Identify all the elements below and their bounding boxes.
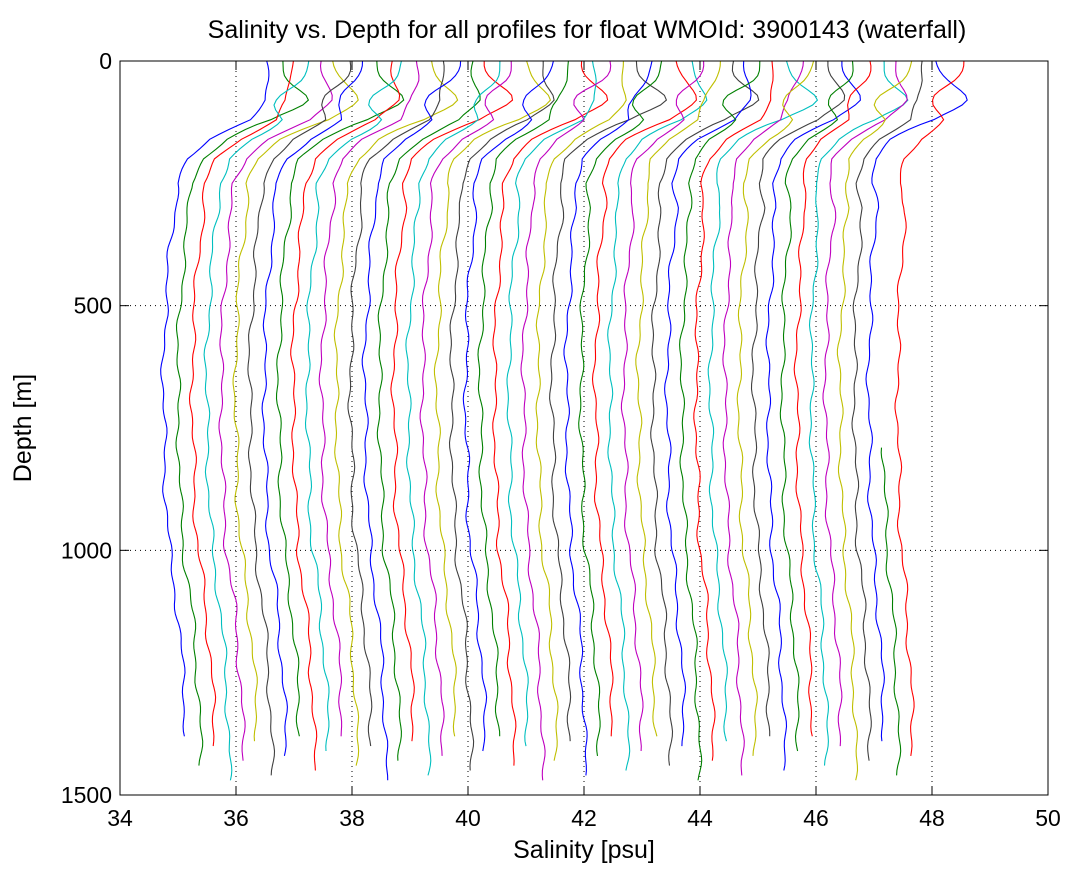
profile-line <box>750 61 846 737</box>
profile-line <box>275 60 405 737</box>
profile-line <box>290 60 401 771</box>
profile-line <box>880 447 902 776</box>
profile-line <box>607 60 708 771</box>
chart-title: Salinity vs. Depth for all profiles for … <box>208 16 967 44</box>
profile-line <box>433 60 552 737</box>
profile-line <box>232 60 359 742</box>
profile-line <box>333 60 459 766</box>
profile-line <box>736 60 815 756</box>
profile-line <box>347 60 445 747</box>
x-axis-label: Salinity [psu] <box>513 836 655 864</box>
profile-line <box>390 61 514 742</box>
profile-line <box>419 60 512 756</box>
profile-line <box>376 60 481 761</box>
x-tick-label: 42 <box>571 805 597 831</box>
profile-line <box>620 60 705 752</box>
axis-ticks <box>119 60 1049 796</box>
profile-line <box>261 60 364 757</box>
profile-line <box>160 60 270 737</box>
profile-line <box>578 60 663 756</box>
profile-line <box>894 60 965 756</box>
profile-line <box>793 60 872 737</box>
profile-line <box>765 61 861 771</box>
profile-line <box>405 60 501 776</box>
profile-line <box>506 60 597 747</box>
profile-line <box>851 60 923 761</box>
profile-line <box>722 60 804 776</box>
profile-line <box>304 60 402 752</box>
profile-line <box>779 60 854 752</box>
x-tick-label: 50 <box>1035 805 1061 831</box>
y-tick-label: 500 <box>74 293 112 319</box>
profile-line <box>218 60 333 761</box>
profile-line <box>462 60 554 752</box>
profile-line <box>707 60 819 742</box>
profile-line <box>247 60 352 776</box>
profile-line <box>448 61 555 771</box>
profile-line <box>492 60 609 766</box>
profile-line <box>520 60 612 781</box>
x-tick-label: 46 <box>803 805 829 831</box>
x-tick-label: 38 <box>339 805 365 831</box>
profile-line <box>203 60 310 781</box>
profile-line <box>175 60 310 766</box>
profile-line <box>693 60 774 761</box>
profile-line <box>188 60 294 747</box>
x-tick-label: 44 <box>687 805 713 831</box>
profile-line <box>535 60 627 761</box>
y-axis-label: Depth [m] <box>9 374 37 482</box>
profile-line <box>664 60 752 747</box>
profile-line <box>591 60 697 737</box>
y-tick-labels: 0 500 1000 1500 <box>61 48 112 808</box>
y-tick-label: 1500 <box>61 782 112 808</box>
profile-line <box>865 60 968 742</box>
profile-line <box>361 60 462 781</box>
x-tick-labels: 34 36 38 40 42 44 46 48 50 <box>107 805 1061 831</box>
profile-line <box>318 60 420 737</box>
profile-line <box>679 60 761 781</box>
x-tick-label: 36 <box>223 805 249 831</box>
profile-line <box>549 60 668 742</box>
x-tick-label: 34 <box>107 805 133 831</box>
profile-line <box>650 60 760 766</box>
profile-line <box>477 60 569 737</box>
profile-line <box>822 60 908 747</box>
profile-line <box>836 60 913 781</box>
x-tick-label: 48 <box>919 805 945 831</box>
y-tick-label: 0 <box>99 48 112 74</box>
profile-lines <box>160 60 968 781</box>
x-tick-label: 40 <box>455 805 481 831</box>
profile-line <box>563 60 653 776</box>
profile-line <box>808 60 909 766</box>
y-tick-label: 1000 <box>61 537 112 563</box>
profile-line <box>635 60 721 737</box>
